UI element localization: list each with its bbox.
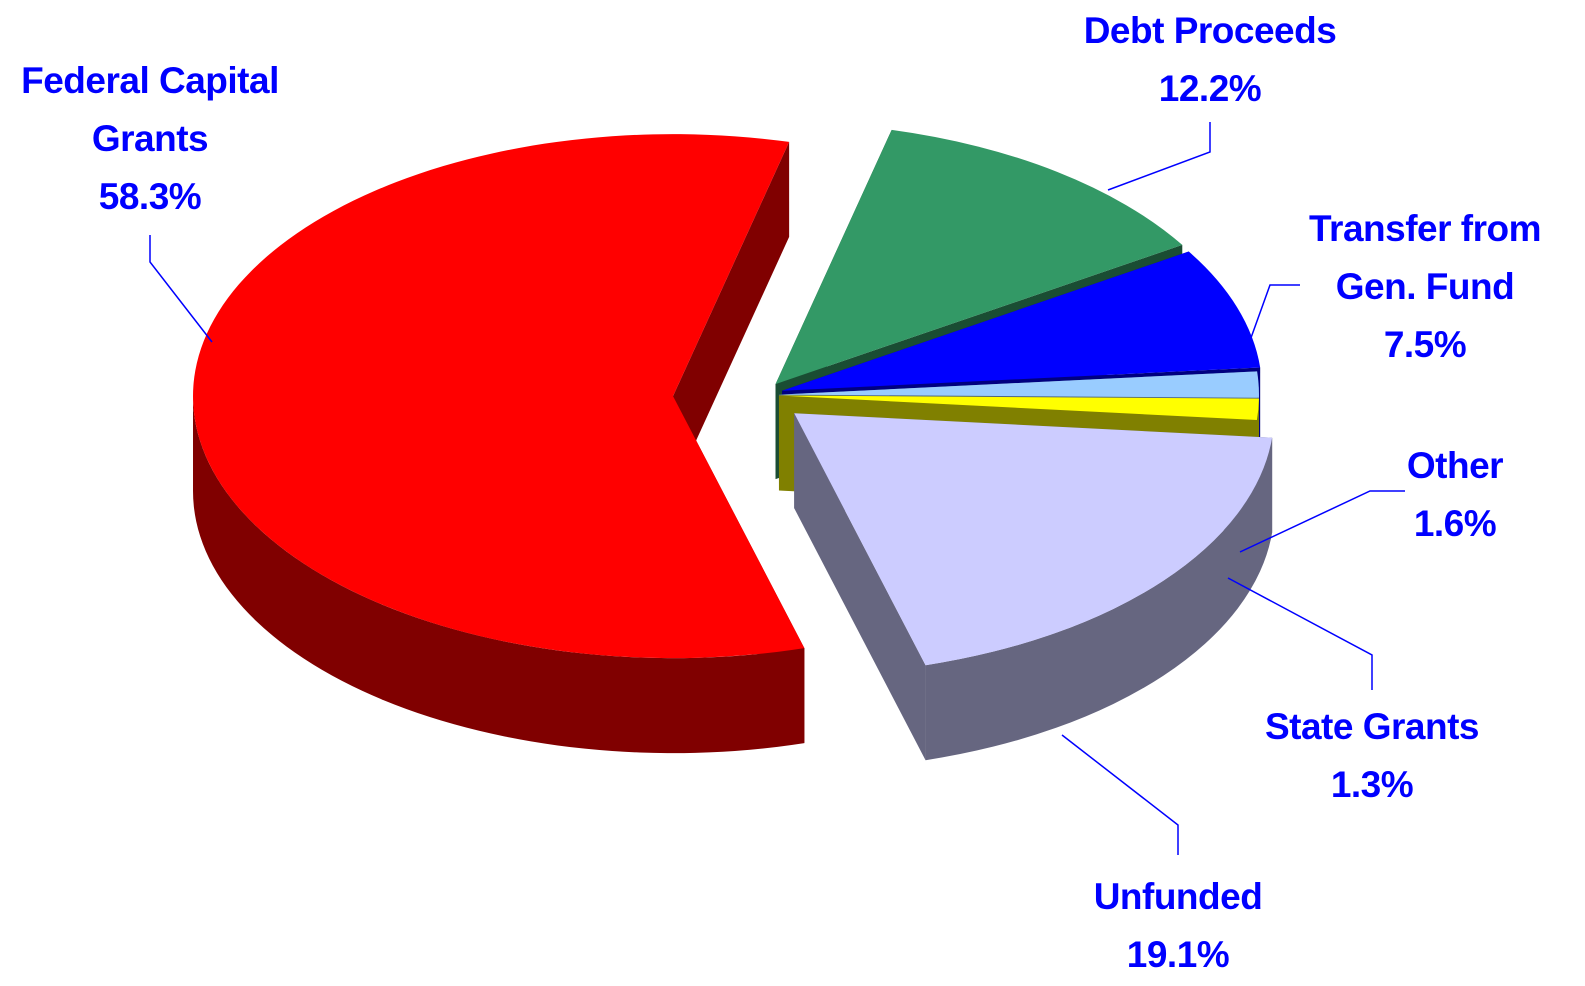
slice-label: Debt Proceeds 12.2% <box>1040 2 1380 118</box>
value-label: 1.3% <box>1330 764 1414 805</box>
slice <box>778 395 1259 421</box>
category-label: State Grants <box>1264 706 1480 747</box>
slice-label: Other 1.6% <box>1355 437 1555 553</box>
slice-label: Unfunded 19.1% <box>1048 868 1308 984</box>
slice <box>778 371 1259 398</box>
leader-line <box>1227 577 1373 690</box>
category-label: Federal Capital Grants <box>21 60 279 159</box>
leader-line <box>149 235 213 343</box>
value-label: 7.5% <box>1383 324 1467 365</box>
slice <box>775 129 1183 385</box>
slice-edge-wall <box>673 141 790 492</box>
slice-edge-wall <box>794 413 926 761</box>
category-label: Debt Proceeds <box>1083 10 1337 51</box>
category-label: Transfer from Gen. Fund <box>1308 208 1542 307</box>
slice <box>782 251 1261 391</box>
leader-line <box>1061 734 1179 855</box>
slice-outer-wall <box>925 437 1273 761</box>
value-label: 58.3% <box>98 176 202 217</box>
slice <box>794 413 1273 666</box>
value-label: 1.6% <box>1413 503 1497 544</box>
slice-label: State Grants 1.3% <box>1232 698 1512 814</box>
category-label: Unfunded <box>1093 876 1263 917</box>
leader-line <box>1242 284 1300 361</box>
category-label: Other <box>1406 445 1504 486</box>
value-label: 12.2% <box>1158 68 1262 109</box>
leader-line <box>1107 122 1211 191</box>
slice-label: Federal Capital Grants 58.3% <box>0 52 300 226</box>
slice <box>193 134 805 659</box>
value-label: 19.1% <box>1126 934 1230 975</box>
slice-outer-wall <box>193 396 805 754</box>
slice-label: Transfer from Gen. Fund 7.5% <box>1285 200 1565 374</box>
leader-line <box>1239 490 1405 553</box>
